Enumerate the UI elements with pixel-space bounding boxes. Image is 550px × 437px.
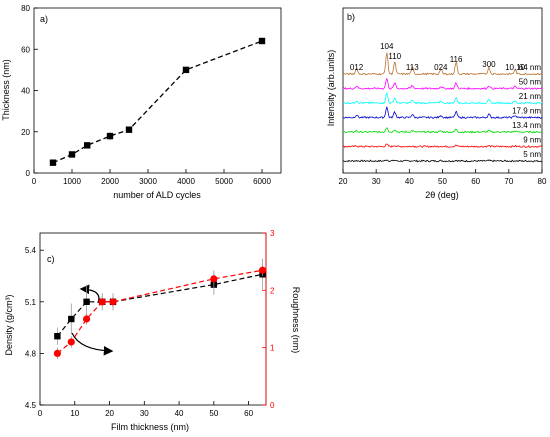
panel-c-ylabel: Density (g/cm³)	[4, 294, 14, 355]
x-tick-label: 0	[32, 177, 37, 186]
panel-a-frame	[33, 7, 282, 174]
xrd-trace	[342, 52, 543, 76]
panel-a-ylabel: Thickness (nm)	[1, 59, 11, 121]
peak-label: 300	[482, 60, 496, 69]
y-tick-label: 20	[21, 128, 30, 137]
data-point	[106, 132, 114, 140]
y-tick-label: 80	[21, 4, 30, 13]
roughness-line	[57, 269, 263, 354]
panel-b-label: b)	[347, 12, 355, 22]
y-right-tick-label: 2	[270, 286, 275, 295]
y-right-tick-label: 1	[270, 344, 275, 353]
panel-a-label: a)	[40, 14, 48, 24]
y-tick-label: 5.4	[25, 246, 37, 255]
data-point	[68, 151, 76, 158]
panel-a-xlabel: number of ALD cycles	[113, 190, 201, 200]
panel-a-thickness-vs-cycles: a) number of ALD cycles Thickness (nm) 0…	[1, 4, 282, 200]
panel-c-xlabel: Film thickness (nm)	[111, 422, 189, 432]
x-tick-label: 10	[70, 409, 79, 418]
panel-b-ylabel: Intensity (arb.units)	[326, 50, 336, 127]
xrd-trace	[342, 127, 543, 134]
density-point	[54, 333, 61, 340]
x-tick-label: 20	[339, 177, 348, 186]
x-tick-label: 1000	[63, 177, 81, 186]
xrd-trace	[342, 159, 543, 163]
y-tick-label: 40	[21, 87, 30, 96]
peak-label: 024	[434, 63, 448, 72]
x-tick-label: 50	[438, 177, 447, 186]
trace-label: 50 nm	[519, 78, 542, 87]
panel-c-density-roughness: c) Film thickness (nm) Density (g/cm³) R…	[4, 229, 301, 432]
roughness-point	[109, 298, 117, 306]
peak-label: 113	[406, 63, 419, 72]
x-tick-label: 40	[405, 177, 414, 186]
data-point	[49, 159, 57, 166]
density-line	[56, 273, 263, 337]
data-point	[182, 66, 190, 74]
x-tick-label: 70	[504, 177, 513, 186]
trace-label: 21 nm	[519, 92, 542, 101]
x-tick-label: 80	[538, 177, 547, 186]
trace-label: 17.9 nm	[512, 107, 541, 116]
roughness-point	[67, 338, 75, 346]
x-tick-label: 0	[38, 409, 43, 418]
panel-b-xrd-patterns: b) 2θ (deg) Intensity (arb.units) 20 30 40…	[326, 7, 547, 200]
peak-label: 10.10	[505, 63, 526, 72]
density-point	[68, 315, 75, 323]
x-tick-label: 50	[209, 409, 218, 418]
x-tick-label: 4000	[177, 177, 195, 186]
x-tick-label: 20	[105, 409, 114, 418]
data-point	[125, 126, 133, 133]
data-point	[84, 142, 91, 149]
trace-label: 5 nm	[523, 150, 541, 159]
trace-label: 13.4 nm	[512, 121, 541, 130]
y-right-tick-label: 3	[270, 229, 275, 238]
density-point	[83, 298, 90, 305]
x-tick-label: 60	[244, 409, 253, 418]
x-tick-label: 5000	[215, 177, 233, 186]
y-tick-label: 60	[21, 45, 30, 54]
peak-label: 104	[380, 42, 394, 51]
peak-label: 110	[388, 52, 401, 61]
trace-label: 64 nm	[519, 63, 542, 72]
data-point	[258, 37, 266, 45]
panel-c-ylabel-right: Roughness (nm)	[291, 287, 301, 354]
y-tick-label: 0	[26, 169, 31, 178]
roughness-point	[82, 315, 91, 323]
trace-label: 9 nm	[523, 136, 541, 145]
peak-label: 116	[450, 55, 463, 64]
roughness-point	[210, 275, 218, 283]
x-tick-label: 30	[372, 177, 381, 186]
x-tick-label: 2000	[101, 177, 119, 186]
y-tick-label: 5.1	[25, 298, 37, 307]
y-right-tick-label: 0	[270, 401, 275, 410]
xrd-trace	[342, 105, 543, 120]
xrd-trace	[342, 143, 543, 148]
peak-label: 012	[350, 63, 364, 72]
panel-b-frame	[342, 7, 543, 174]
xrd-trace	[342, 77, 543, 91]
panel-c-label: c)	[47, 254, 55, 264]
x-tick-label: 30	[140, 409, 149, 418]
y-tick-label: 4.5	[25, 401, 37, 410]
x-tick-label: 6000	[253, 177, 271, 186]
x-tick-label: 40	[175, 409, 184, 418]
panel-b-xlabel: 2θ (deg)	[425, 190, 459, 200]
roughness-point	[53, 349, 61, 357]
y-tick-label: 4.8	[25, 349, 37, 358]
xrd-trace	[342, 92, 543, 105]
x-tick-label: 60	[471, 177, 480, 186]
arrow-to-roughness-axis	[71, 332, 114, 356]
arrow-to-density-axis	[79, 284, 100, 304]
roughness-point	[98, 298, 106, 306]
roughness-point	[258, 266, 267, 274]
x-tick-label: 3000	[139, 177, 157, 186]
